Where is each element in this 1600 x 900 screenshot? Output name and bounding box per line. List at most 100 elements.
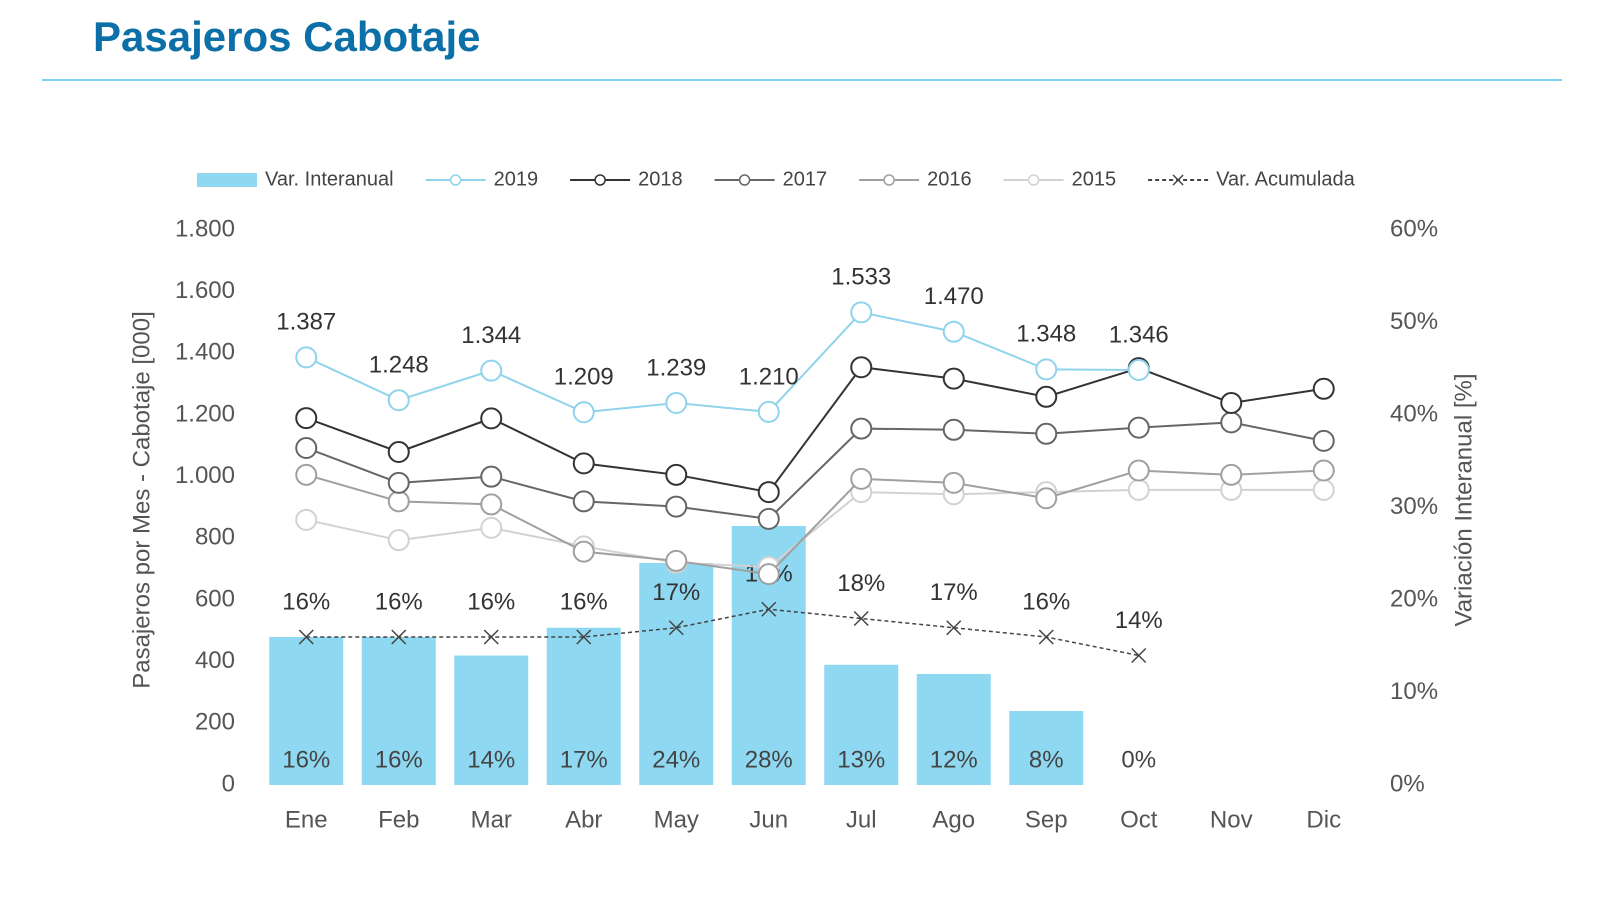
point-marker: [1220, 463, 1243, 486]
bar-value-label: 16%: [375, 746, 423, 773]
point-value-label: 16%: [467, 588, 515, 615]
point-marker: [480, 359, 503, 382]
legend-label: 2017: [783, 168, 828, 190]
point-marker: [942, 367, 965, 390]
point-marker: [1220, 391, 1243, 414]
x-tick-label: Jul: [846, 806, 877, 833]
point-marker: [668, 620, 684, 636]
point-marker: [480, 465, 503, 488]
point-marker: [942, 418, 965, 441]
point-marker: [946, 620, 962, 636]
y-tick-label: 400: [195, 647, 235, 674]
y2-tick-label: 0%: [1390, 770, 1425, 797]
y2-tick-label: 40%: [1390, 400, 1438, 427]
y2-tick-label: 30%: [1390, 493, 1438, 520]
bar: [269, 637, 344, 785]
bar-value-label: 16%: [282, 746, 330, 773]
point-marker: [757, 507, 780, 530]
point-marker: [387, 441, 410, 463]
point-marker: [387, 490, 410, 513]
legend-label: 2015: [1072, 168, 1117, 190]
point-value-label: 1.210: [739, 363, 799, 390]
point-marker: [295, 463, 318, 486]
bar-value-label: 0%: [1121, 746, 1156, 773]
point-marker: [480, 516, 503, 539]
series-line: [305, 366, 1324, 494]
point-marker: [665, 391, 688, 414]
point-marker: [295, 508, 318, 531]
point-value-label: 14%: [1115, 607, 1163, 634]
point-marker: [480, 407, 503, 430]
point-marker: [665, 463, 688, 486]
point-marker: [1127, 416, 1150, 439]
legend-marker: [738, 174, 751, 186]
y2-tick-label: 50%: [1390, 308, 1438, 335]
point-value-label: 1.344: [461, 322, 521, 349]
point-value-label: 1.387: [276, 309, 336, 336]
point-marker: [942, 320, 965, 343]
point-marker: [295, 436, 318, 459]
x-tick-label: May: [654, 806, 699, 833]
point-marker: [572, 401, 595, 424]
legend-label: 2018: [638, 168, 683, 190]
point-value-label: 1.470: [924, 283, 984, 310]
series-line: [305, 311, 1139, 414]
bar: [824, 664, 899, 785]
point-marker: [387, 389, 410, 412]
point-marker: [572, 452, 595, 475]
x-tick-label: Mar: [471, 806, 512, 833]
y-tick-label: 200: [195, 709, 235, 736]
point-marker: [853, 610, 869, 627]
point-value-label: 1.209: [554, 364, 614, 391]
point-marker: [1035, 487, 1058, 510]
x-tick-label: Oct: [1120, 806, 1158, 833]
bar: [546, 627, 621, 785]
legend-marker: [594, 174, 606, 186]
point-marker: [1127, 459, 1150, 482]
point-marker: [1312, 429, 1335, 452]
y-tick-label: 1.800: [175, 215, 235, 242]
bar-value-label: 28%: [745, 746, 793, 773]
x-tick-label: Sep: [1025, 806, 1068, 833]
point-marker: [942, 471, 965, 494]
x-tick-label: Dic: [1306, 806, 1341, 833]
point-marker: [298, 629, 314, 645]
x-tick-label: Ago: [932, 806, 975, 833]
series-line: [305, 421, 1324, 520]
point-marker: [1035, 422, 1058, 445]
point-value-label: 1.533: [831, 264, 891, 291]
legend-label: 2019: [494, 168, 539, 190]
point-marker: [1127, 478, 1150, 501]
point-marker: [387, 529, 410, 552]
bar-value-label: 17%: [560, 746, 608, 773]
point-marker: [761, 601, 777, 617]
point-marker: [391, 629, 407, 645]
point-value-label: 16%: [375, 588, 423, 615]
point-marker: [572, 490, 595, 513]
point-marker: [1220, 411, 1243, 434]
legend-label: 2016: [927, 168, 972, 190]
point-marker: [1038, 629, 1054, 645]
point-value-label: 1.239: [646, 354, 706, 381]
series-line: [305, 469, 1324, 576]
y2-tick-label: 60%: [1390, 215, 1438, 242]
y-tick-label: 1.600: [175, 277, 235, 304]
bar: [454, 655, 529, 785]
bar-value-label: 24%: [652, 746, 700, 773]
bar-value-label: 13%: [837, 746, 885, 773]
point-marker: [295, 407, 318, 430]
x-tick-label: Jun: [749, 806, 788, 833]
legend-marker: [1027, 174, 1040, 186]
point-marker: [480, 493, 503, 516]
point-marker: [850, 301, 873, 324]
point-value-label: 1.348: [1016, 321, 1076, 348]
y-tick-label: 1.000: [175, 462, 235, 489]
point-marker: [1312, 377, 1335, 400]
legend-swatch: [197, 173, 257, 187]
point-marker: [1312, 459, 1335, 482]
x-tick-label: Nov: [1210, 806, 1253, 833]
legend-marker: [1172, 174, 1184, 186]
y-tick-label: 800: [195, 524, 235, 551]
point-marker: [1131, 647, 1147, 664]
